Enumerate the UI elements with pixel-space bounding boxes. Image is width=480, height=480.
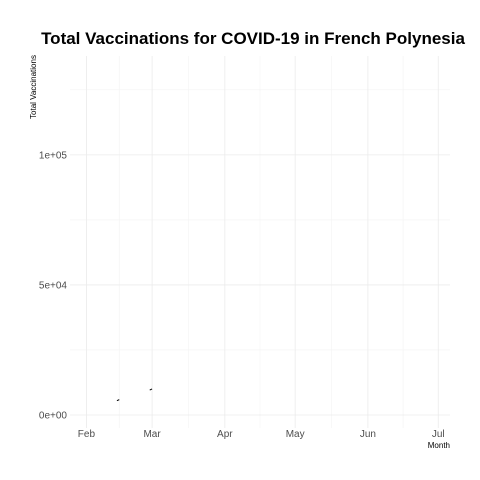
y-axis-title: Total Vaccinations (29, 55, 38, 119)
y-tick-label-1e+05: 1e+05 (39, 150, 68, 161)
minor-gridlines (70, 56, 450, 428)
series-line-segment-1 (116, 399, 120, 402)
series-line-segment-2 (149, 388, 153, 391)
major-gridlines (70, 56, 450, 428)
series-layer (116, 388, 153, 402)
x-tick-label-mar: Mar (143, 429, 161, 440)
x-tick-label-feb: Feb (78, 429, 96, 440)
y-tick-label-0e+00: 0e+00 (39, 410, 68, 421)
x-tick-label-jun: Jun (360, 429, 376, 440)
x-axis-tick-labels: Feb Mar Apr May Jun Jul (78, 429, 445, 440)
x-tick-label-apr: Apr (217, 429, 233, 440)
x-tick-label-jul: Jul (432, 429, 445, 440)
y-axis-tick-labels: 0e+00 5e+04 1e+05 (39, 150, 68, 421)
x-axis-title: Month (428, 441, 450, 450)
y-tick-label-5e+04: 5e+04 (39, 280, 68, 291)
chart-title: Total Vaccinations for COVID-19 in Frenc… (41, 29, 465, 48)
x-tick-label-may: May (286, 429, 305, 440)
